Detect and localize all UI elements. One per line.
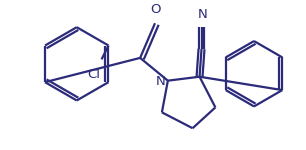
Text: Cl: Cl — [87, 68, 100, 81]
Text: O: O — [151, 3, 161, 16]
Text: N: N — [198, 8, 207, 21]
Text: N: N — [156, 75, 166, 88]
